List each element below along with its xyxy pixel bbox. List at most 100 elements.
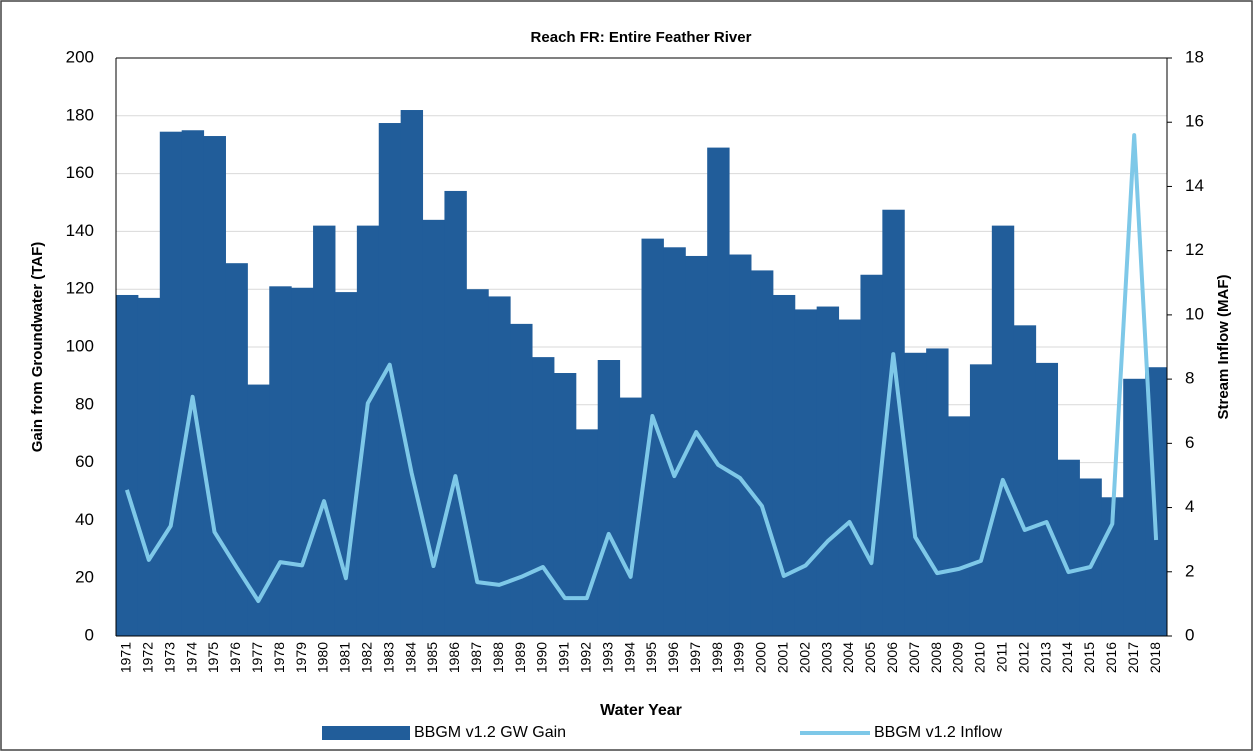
bar <box>116 294 139 636</box>
x-tick-label: 1985 <box>424 642 440 673</box>
x-tick-label: 1979 <box>293 642 309 673</box>
y2-tick-label: 6 <box>1185 433 1194 452</box>
x-tick-label: 1981 <box>337 642 353 673</box>
x-tick-label: 1974 <box>183 642 199 673</box>
bar <box>356 225 380 636</box>
bar <box>1079 478 1102 636</box>
x-axis-title: Water Year <box>600 702 682 719</box>
bar <box>400 110 424 636</box>
y2-tick-label: 12 <box>1185 240 1204 259</box>
legend-swatch <box>322 726 410 740</box>
x-tick-label: 2006 <box>884 642 900 673</box>
x-tick-label: 1984 <box>402 642 418 673</box>
bar <box>553 373 577 636</box>
x-tick-label: 1997 <box>687 642 703 673</box>
y-tick-label: 100 <box>66 336 94 355</box>
x-tick-label: 2009 <box>950 642 966 673</box>
bar <box>707 147 730 636</box>
x-tick-label: 2011 <box>993 642 1009 672</box>
x-tick-label: 2001 <box>775 642 791 673</box>
bar <box>334 292 358 636</box>
bar <box>313 225 336 636</box>
bar <box>444 190 467 636</box>
legend-label: BBGM v1.2 GW Gain <box>414 724 566 741</box>
y-tick-label: 20 <box>75 568 94 587</box>
x-tick-label: 1988 <box>490 642 506 673</box>
x-tick-label: 1977 <box>249 642 265 673</box>
x-tick-label: 1998 <box>709 642 725 673</box>
x-tick-label: 2004 <box>840 642 856 673</box>
y2-tick-label: 4 <box>1185 497 1194 516</box>
bar <box>181 130 205 636</box>
line <box>124 133 1159 603</box>
y2-tick-label: 0 <box>1185 625 1194 644</box>
x-tick-label: 2005 <box>862 642 878 673</box>
bar <box>685 255 708 636</box>
bar <box>772 294 796 636</box>
bar <box>991 225 1015 636</box>
x-tick-label: 1994 <box>621 642 637 673</box>
x-tick-label: 1987 <box>468 642 484 673</box>
bar <box>225 263 248 636</box>
x-tick-label: 1986 <box>446 642 462 673</box>
x-tick-label: 1991 <box>556 642 572 673</box>
bar <box>860 274 883 636</box>
bar <box>794 309 818 636</box>
x-tick-label: 1978 <box>271 642 287 673</box>
bar <box>663 247 686 637</box>
x-tick-label: 1993 <box>599 642 615 673</box>
x-tick-label: 2015 <box>1081 642 1097 673</box>
y-tick-label: 80 <box>75 394 94 413</box>
y-tick-label: 200 <box>66 47 94 66</box>
x-tick-label: 1990 <box>534 642 550 673</box>
x-tick-label: 2007 <box>906 642 922 673</box>
bar <box>378 123 402 636</box>
bar <box>597 360 621 636</box>
bar <box>1123 378 1146 636</box>
x-tick-label: 2000 <box>753 642 769 673</box>
y-tick-label: 180 <box>66 105 94 124</box>
y2-tick-label: 18 <box>1185 47 1204 66</box>
x-tick-label: 1996 <box>665 642 681 673</box>
bar <box>203 136 226 636</box>
y2-tick-label: 16 <box>1185 112 1204 131</box>
y-tick-label: 0 <box>85 625 94 644</box>
bar <box>948 416 971 636</box>
x-tick-label: 2010 <box>972 642 988 673</box>
y2-axis-title: Stream Inflow (MAF) <box>1215 274 1232 419</box>
x-tick-label: 2013 <box>1037 642 1053 673</box>
x-tick-label: 1972 <box>140 642 156 673</box>
y-tick-label: 60 <box>75 452 94 471</box>
bar <box>1013 325 1037 636</box>
x-tick-label: 1999 <box>731 642 747 673</box>
bar <box>291 287 314 636</box>
y-tick-label: 160 <box>66 163 94 182</box>
y-axis-title: Gain from Groundwater (TAF) <box>29 242 46 453</box>
bar <box>1057 459 1080 636</box>
x-tick-label: 1983 <box>380 642 396 673</box>
bar <box>1035 362 1059 636</box>
x-tick-label: 1975 <box>205 642 221 673</box>
y-tick-label: 40 <box>75 510 94 529</box>
x-tick-label: 1973 <box>161 642 177 673</box>
x-tick-label: 2002 <box>796 642 812 673</box>
x-tick-label: 1971 <box>118 642 134 673</box>
bar <box>969 364 993 636</box>
bar <box>882 209 905 636</box>
y2-tick-label: 10 <box>1185 304 1204 323</box>
bar <box>904 352 927 636</box>
bar <box>750 270 774 636</box>
y-tick-label: 140 <box>66 221 94 240</box>
x-tick-label: 1982 <box>359 642 375 673</box>
x-tick-label: 1995 <box>643 642 659 673</box>
bar <box>510 323 533 636</box>
y2-tick-label: 14 <box>1185 176 1204 195</box>
bar <box>137 297 161 636</box>
legend-label: BBGM v1.2 Inflow <box>874 724 1002 741</box>
bar <box>269 286 292 636</box>
bar <box>247 384 270 636</box>
bar <box>619 397 642 636</box>
x-tick-label: 2003 <box>818 642 834 673</box>
bar <box>816 306 840 636</box>
